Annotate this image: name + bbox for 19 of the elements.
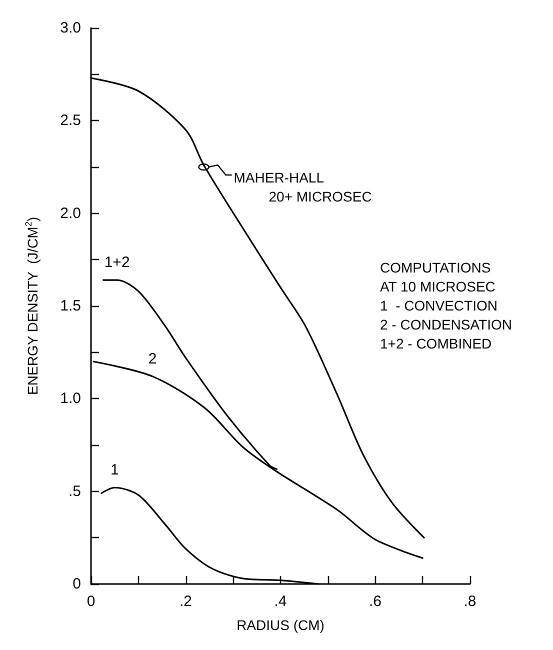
x-tick-label: 0 xyxy=(86,593,96,610)
annotation: COMPUTATIONS AT 10 MICROSEC 1 - CONVECTION 2 - CONDENSATION 1+2 - COMBINED xyxy=(380,260,512,352)
x-axis-title: RADIUS (CM) xyxy=(236,617,324,633)
series-label: 1 xyxy=(110,462,119,479)
y-tick-label: .5 xyxy=(68,482,81,500)
y-axis-title: ENERGY DENSITY (J/CM2) xyxy=(24,216,40,395)
y-tick-label: 3.0 xyxy=(60,20,81,36)
x-tick-label: .4 xyxy=(274,593,287,610)
y-tick-label: 2.0 xyxy=(60,204,81,222)
y-tick-label: 0 xyxy=(72,576,81,592)
y-tick-label: 2.5 xyxy=(60,112,81,130)
annotation: MAHER-HALL 20+ MICROSEC xyxy=(234,170,372,204)
x-tick-label: .6 xyxy=(368,593,382,610)
x-tick-label: .2 xyxy=(179,593,192,610)
x-tick-label: .8 xyxy=(464,593,476,610)
y-tick-label: 1.0 xyxy=(60,390,81,408)
series-label: 1+2 xyxy=(104,254,130,272)
y-tick-label: 1.5 xyxy=(60,298,81,314)
series-label: 2 xyxy=(148,350,157,368)
